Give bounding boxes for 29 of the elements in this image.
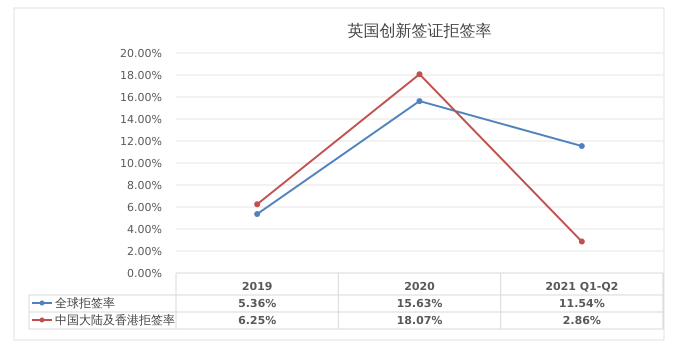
x-tick-label: 2021 Q1-Q2 xyxy=(545,280,618,293)
y-tick-label: 20.00% xyxy=(120,47,162,60)
chart-title: 英国创新签证拒签率 xyxy=(348,22,492,40)
data-label: 2.86% xyxy=(562,314,601,327)
y-tick-label: 10.00% xyxy=(120,157,162,170)
y-tick-label: 16.00% xyxy=(120,91,162,104)
point xyxy=(416,98,422,104)
y-tick-label: 2.00% xyxy=(127,245,162,258)
x-tick-label: 2019 xyxy=(242,280,272,293)
x-tick-label: 2020 xyxy=(404,280,436,293)
point xyxy=(416,71,422,78)
data-label: 11.54% xyxy=(558,297,605,310)
y-tick-label: 14.00% xyxy=(120,113,162,126)
y-tick-label: 8.00% xyxy=(127,179,162,192)
y-tick-label: 12.00% xyxy=(120,135,162,148)
legend-label: 中国大陆及香港拒签率 xyxy=(55,313,175,327)
point xyxy=(254,211,260,218)
data-label: 18.07% xyxy=(396,314,442,327)
point xyxy=(254,201,260,208)
point xyxy=(578,238,585,245)
legend-label: 全球拒签率 xyxy=(55,296,115,310)
data-label: 6.25% xyxy=(238,314,276,327)
y-tick-label: 6.00% xyxy=(127,201,162,214)
point xyxy=(578,143,585,150)
data-label: 5.36% xyxy=(238,297,276,310)
y-tick-label: 4.00% xyxy=(127,223,162,236)
y-tick-label: 0.00% xyxy=(127,267,162,280)
data-label: 15.63% xyxy=(396,297,442,310)
y-tick-label: 18.00% xyxy=(120,69,162,82)
